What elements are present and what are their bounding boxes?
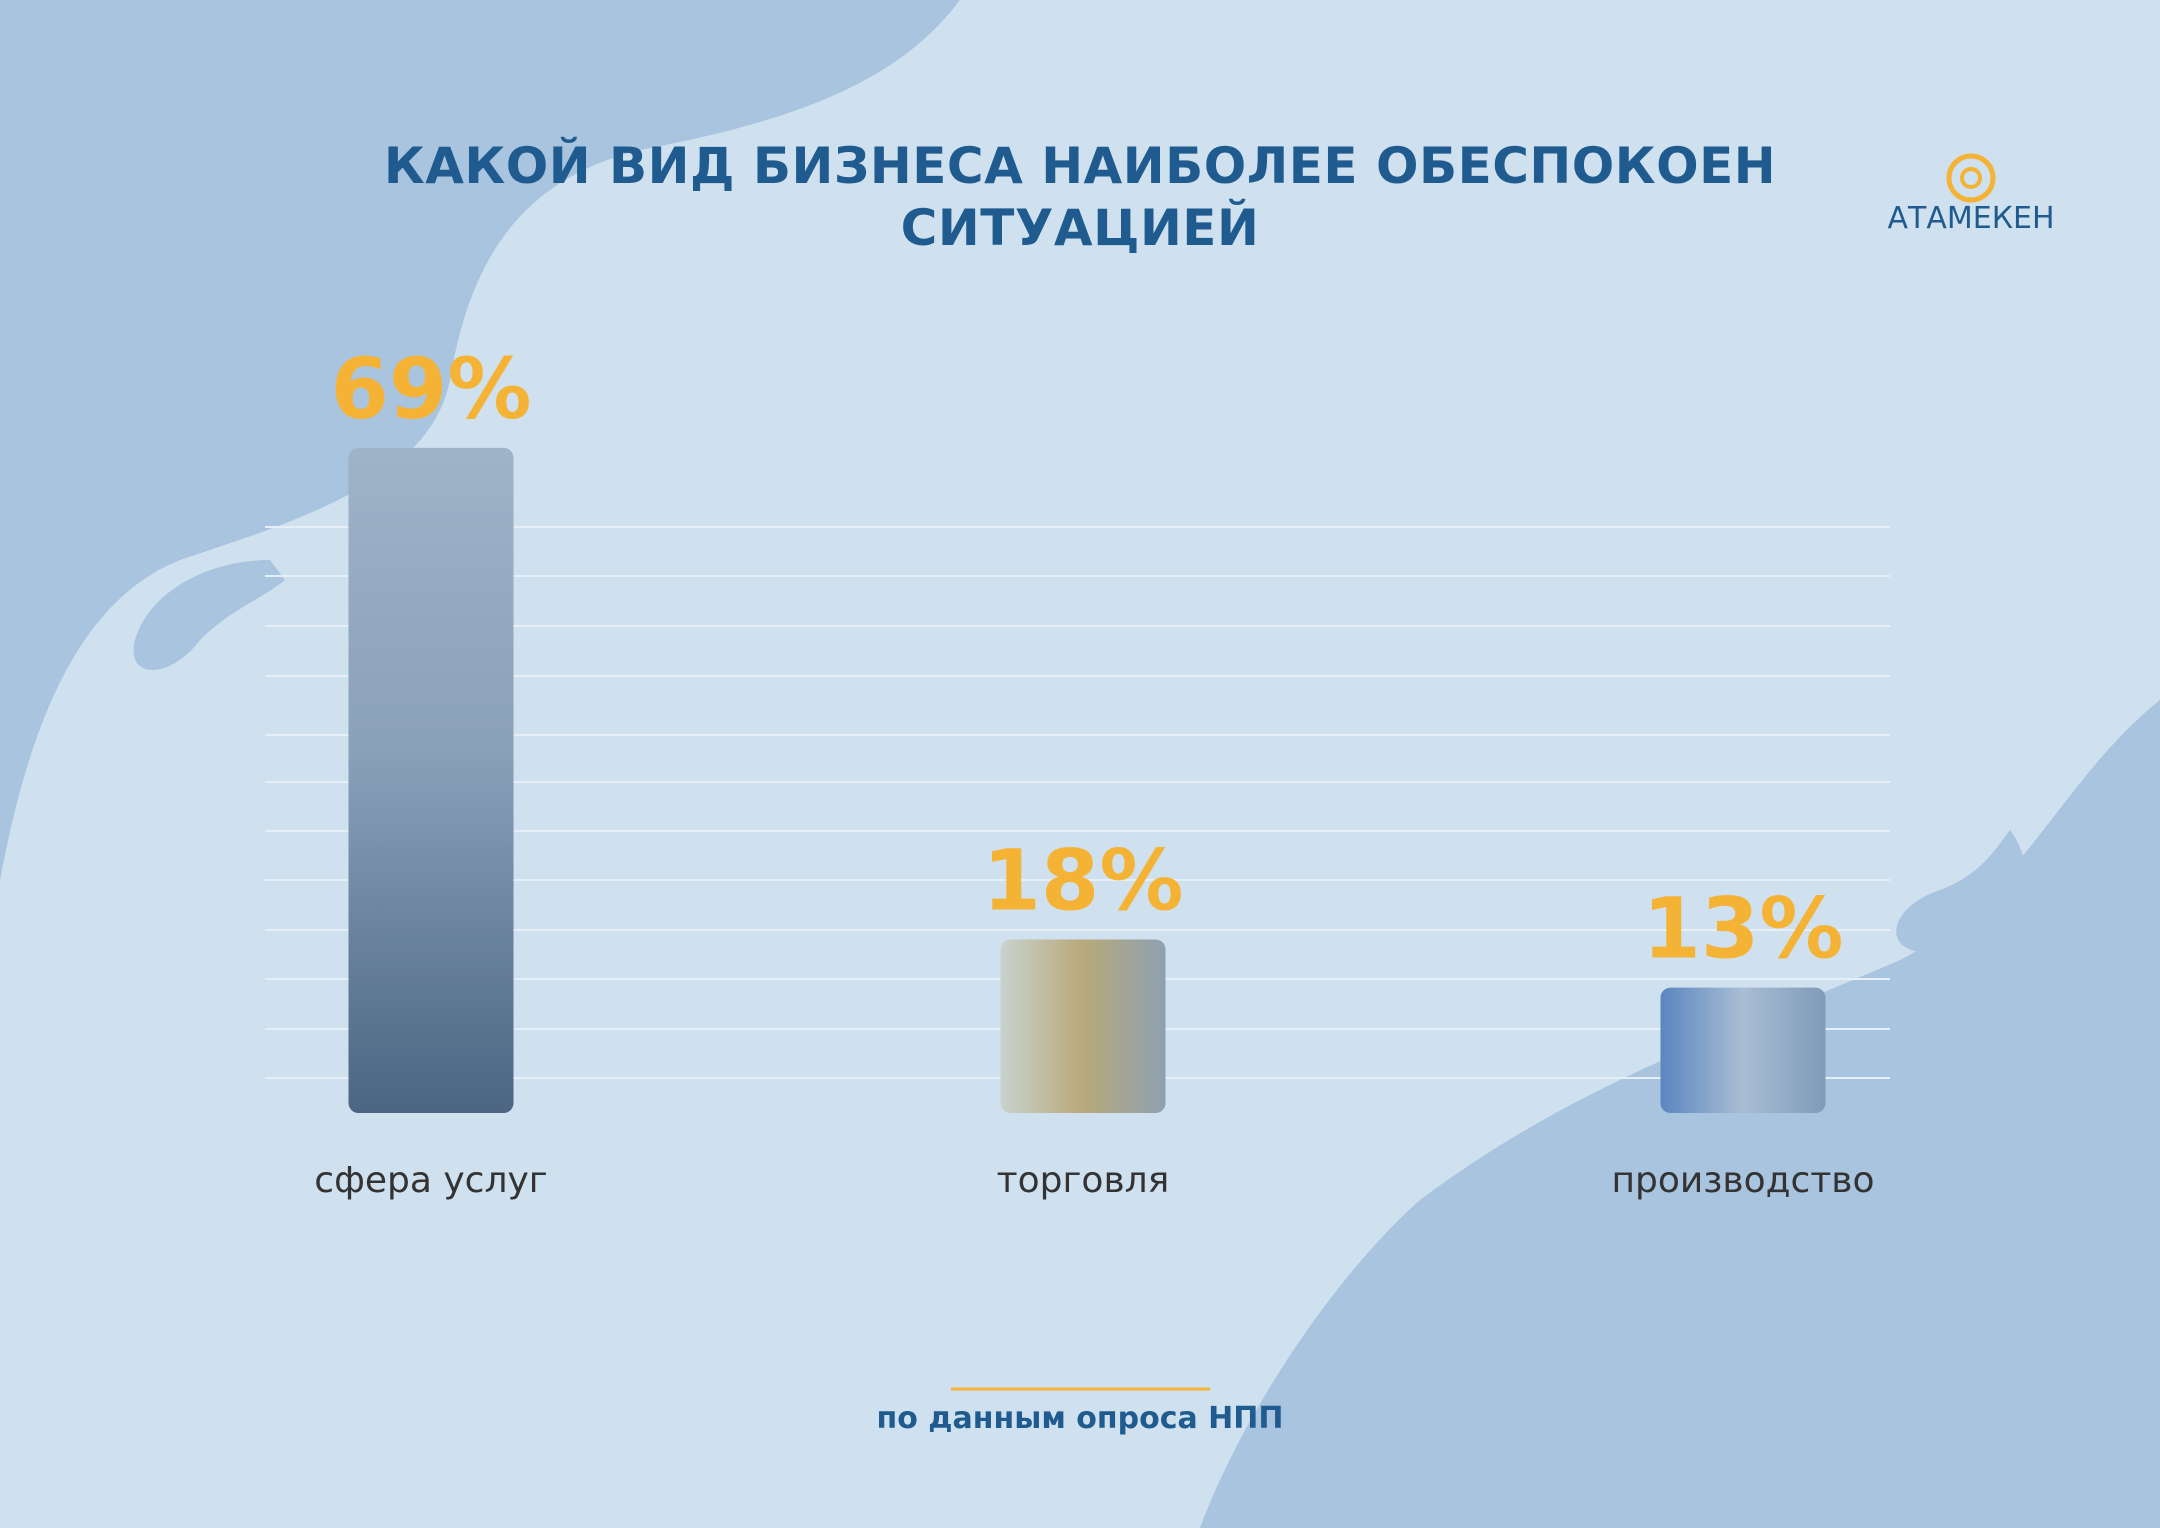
bar xyxy=(348,447,514,1114)
value-label: 13% xyxy=(1642,880,1843,978)
value-label: 18% xyxy=(982,831,1183,929)
logo-text: АТАМЕКЕН xyxy=(1887,201,2054,236)
bar xyxy=(1660,987,1826,1113)
x-tick-label: производство xyxy=(1611,1160,1874,1201)
logo: АТАМЕКЕН xyxy=(1887,153,2055,236)
chart-title: КАКОЙ ВИД БИЗНЕСА НАИБОЛЕЕ ОБЕСПОКОЕН СИ… xyxy=(383,137,1777,257)
x-tick-label: сфера услуг xyxy=(314,1160,547,1201)
decor-lines xyxy=(265,526,1890,1079)
x-tick-label: торговля xyxy=(997,1160,1170,1201)
bar xyxy=(1000,939,1166,1113)
value-label: 69% xyxy=(330,340,531,438)
footnote: по данным опроса НПП xyxy=(876,1401,1283,1436)
